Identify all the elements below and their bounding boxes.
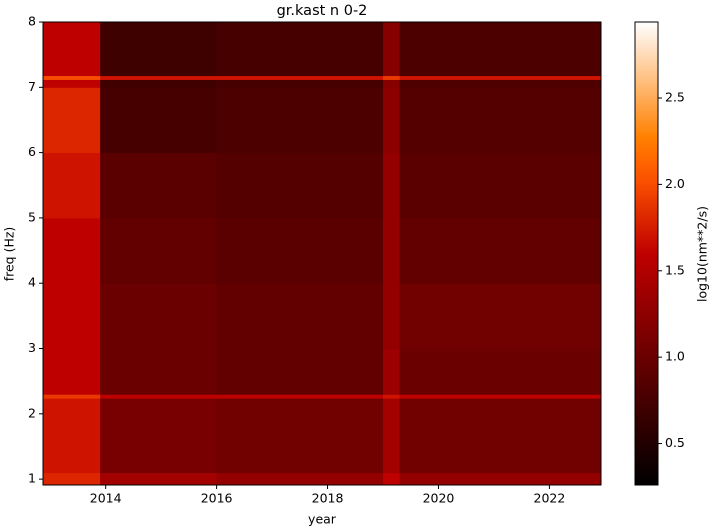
heatmap-cell (43, 394, 101, 399)
heatmap-cell (216, 283, 384, 350)
heatmap-cell (399, 87, 602, 154)
heatmap-cell (399, 283, 602, 350)
colorbar-tick-label: 1.5 (665, 262, 685, 277)
heatmap-cell (43, 22, 101, 77)
heatmap-cell (216, 472, 384, 486)
heatmap-cell (399, 217, 602, 284)
y-tick-label: 3 (28, 340, 36, 355)
heatmap-cell (43, 398, 101, 474)
y-tick-label: 1 (28, 471, 36, 486)
heatmap-cell (216, 87, 384, 154)
heatmap-cell (399, 394, 602, 399)
heatmap-cell (383, 394, 401, 399)
heatmap-cell (399, 472, 602, 486)
colorbar-tick-label: 1.0 (665, 349, 685, 364)
heatmap-cell (100, 22, 218, 77)
heatmap-cell (399, 348, 602, 395)
heatmap-cell (383, 152, 401, 219)
heatmap-cell (43, 87, 101, 154)
y-axis-label: freq (Hz) (2, 227, 17, 282)
colorbar (634, 21, 659, 486)
heatmap-cell (216, 394, 384, 399)
heatmap-cell (43, 283, 101, 350)
heatmap-cell (383, 283, 401, 350)
heatmap-cell (399, 22, 602, 77)
heatmap-cell (100, 75, 218, 80)
heatmap-cell (383, 22, 401, 77)
colorbar-label: log10(nm**2/s) (695, 206, 710, 302)
heatmap-cell (383, 87, 401, 154)
y-tick-label: 5 (28, 209, 36, 224)
chart-title: gr.kast n 0-2 (277, 3, 368, 19)
heatmap-cell (100, 394, 218, 399)
y-tick-label: 7 (28, 79, 36, 94)
heatmap-cell (399, 398, 602, 474)
heatmap-cell (43, 75, 101, 80)
heatmap-cell (100, 472, 218, 486)
heatmap-cell (383, 75, 401, 80)
heatmap-cell (100, 217, 218, 284)
plot-frame (42, 21, 602, 486)
x-tick-label: 2020 (423, 491, 455, 506)
heatmap-cell (100, 79, 218, 88)
heatmap-cell (399, 75, 602, 80)
y-tick-label: 2 (28, 405, 36, 420)
y-tick-label: 8 (28, 14, 36, 29)
heatmap-cell (399, 79, 602, 88)
x-tick-label: 2022 (534, 491, 566, 506)
heatmap-cell (43, 152, 101, 219)
colorbar-tick-label: 0.5 (665, 435, 685, 450)
heatmap-cell (216, 348, 384, 395)
heatmap-cell (100, 283, 218, 350)
heatmap-cell (100, 348, 218, 395)
heatmap-cell (216, 75, 384, 80)
heatmap-cell (216, 152, 384, 219)
colorbar-tick-label: 2.0 (665, 176, 685, 191)
y-tick-label: 4 (28, 275, 36, 290)
heatmap-cell (100, 152, 218, 219)
heatmap-cell (383, 348, 401, 395)
x-tick-label: 2018 (312, 491, 344, 506)
y-tick-label: 6 (28, 144, 36, 159)
heatmap-cell (100, 87, 218, 154)
heatmap-cell (383, 217, 401, 284)
x-tick-label: 2014 (90, 491, 122, 506)
heatmap-cell (43, 217, 101, 284)
heatmap-cell (43, 79, 101, 88)
heatmap-cell (216, 398, 384, 474)
heatmap-cell (216, 217, 384, 284)
heatmap-cell (100, 398, 218, 474)
heatmap-cell (383, 79, 401, 88)
heatmap-cell (383, 398, 401, 474)
heatmap-cell (43, 472, 101, 486)
x-tick-label: 2016 (201, 491, 233, 506)
heatmap-cell (399, 152, 602, 219)
heatmap-cell (43, 348, 101, 395)
colorbar-tick-label: 2.5 (665, 90, 685, 105)
heatmap-cell (216, 79, 384, 88)
heatmap-cell (216, 22, 384, 77)
x-axis-label: year (308, 512, 337, 527)
heatmap-cell (383, 472, 401, 486)
